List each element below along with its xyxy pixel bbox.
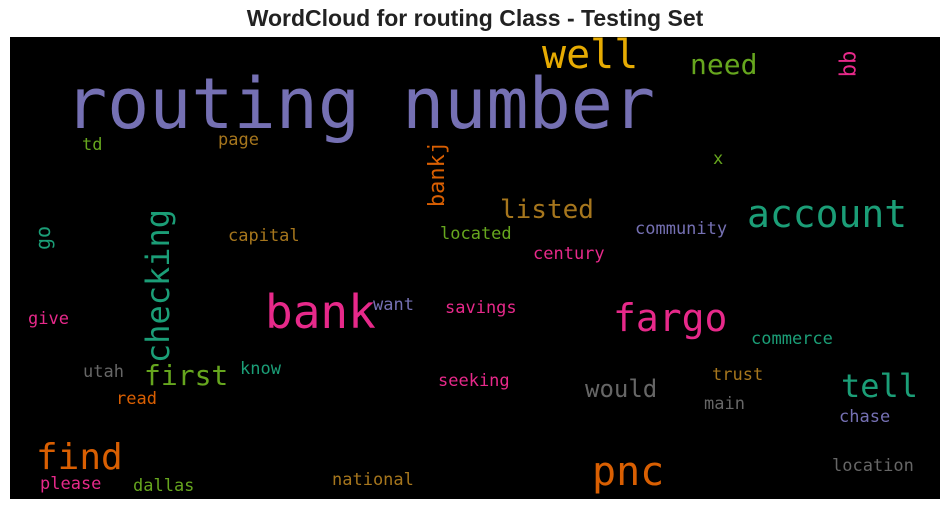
- word-bankj: bankj: [425, 140, 451, 208]
- word-give: give: [28, 309, 69, 329]
- word-account: account: [747, 192, 908, 236]
- chart-title: WordCloud for routing Class - Testing Se…: [246, 5, 704, 31]
- word-chase: chase: [839, 407, 891, 427]
- word-pnc: pnc: [592, 449, 665, 495]
- word-listed: listed: [500, 195, 594, 225]
- word-well: well: [542, 37, 639, 78]
- word-community: community: [635, 219, 728, 239]
- word-trust: trust: [712, 365, 764, 385]
- word-first: first: [144, 359, 229, 392]
- word-cloud-canvas: routing number well need bb td page bank…: [10, 37, 940, 499]
- word-td: td: [82, 135, 103, 155]
- word-located: located: [440, 224, 512, 244]
- word-go: go: [31, 225, 56, 251]
- word-century: century: [533, 244, 605, 264]
- word-find: find: [36, 437, 123, 478]
- word-national: national: [332, 470, 414, 490]
- word-savings: savings: [445, 298, 517, 318]
- word-know: know: [240, 359, 281, 379]
- word-want: want: [373, 295, 414, 315]
- word-commerce: commerce: [751, 329, 833, 349]
- word-please: please: [40, 474, 102, 494]
- word-would: would: [585, 375, 658, 403]
- word-dallas: dallas: [133, 476, 195, 496]
- word-bb: bb: [836, 50, 862, 78]
- word-routing-number: routing number: [65, 63, 656, 145]
- word-read: read: [116, 389, 157, 409]
- word-bank: bank: [265, 285, 376, 339]
- word-x: x: [713, 149, 724, 169]
- word-seeking: seeking: [438, 371, 510, 391]
- word-need: need: [690, 48, 758, 81]
- word-tell: tell: [841, 367, 919, 405]
- word-utah: utah: [83, 362, 124, 382]
- word-checking: checking: [139, 208, 178, 364]
- word-page: page: [218, 130, 259, 150]
- word-main: main: [704, 394, 745, 414]
- word-capital: capital: [228, 226, 300, 246]
- word-location: location: [832, 456, 914, 476]
- word-fargo: fargo: [613, 296, 728, 340]
